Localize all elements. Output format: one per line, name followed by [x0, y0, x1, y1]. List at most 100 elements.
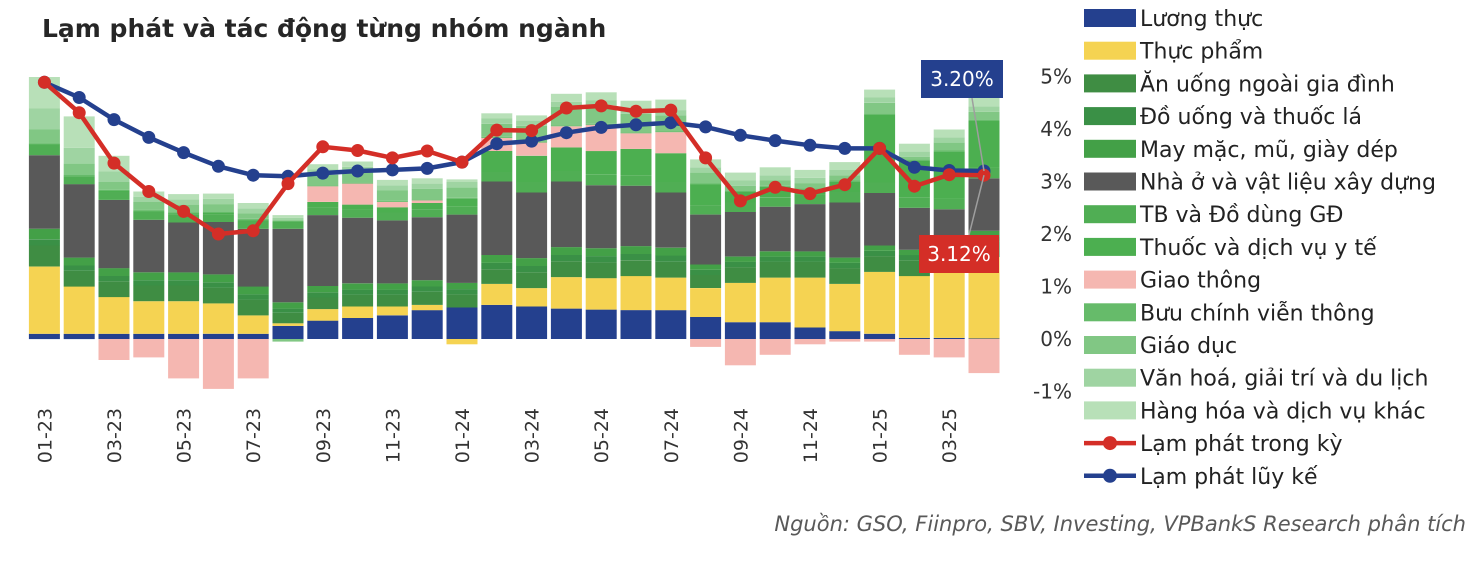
y-tick-label: 2%	[1040, 222, 1072, 246]
bar-segment	[202, 193, 234, 199]
series-point	[664, 116, 678, 130]
series-point	[351, 144, 365, 157]
bar-segment	[202, 204, 234, 212]
legend-label: Giao thông	[1140, 269, 1261, 294]
bar-segment	[690, 288, 722, 317]
series-point	[385, 163, 399, 177]
bar-segment	[829, 169, 861, 176]
series-point	[559, 126, 573, 140]
bar-segment	[620, 148, 652, 176]
bar-segment	[411, 203, 443, 210]
bar-segment	[655, 182, 687, 193]
series-point	[838, 141, 852, 155]
bar-segment	[202, 287, 234, 304]
bar-segment	[168, 214, 200, 223]
x-tick-label: 03-24	[522, 408, 544, 463]
y-tick-label: 1%	[1040, 275, 1072, 299]
bar-segment	[237, 294, 269, 300]
bar-segment	[864, 102, 896, 114]
bars-layer	[28, 77, 1000, 389]
x-tick-label: 05-23	[174, 408, 196, 463]
bar-segment	[516, 182, 548, 193]
bar-segment	[98, 192, 130, 200]
series-point	[768, 180, 782, 194]
bar-segment	[411, 183, 443, 189]
bar-segment	[98, 182, 130, 190]
bar-segment	[864, 113, 896, 115]
bar-segment	[620, 132, 652, 134]
legend-label: Lạm phát lũy kế	[1140, 465, 1318, 490]
legend-swatch	[1084, 139, 1136, 158]
bar-segment	[481, 283, 513, 305]
bar-segment	[376, 306, 408, 316]
series-point	[768, 134, 782, 148]
bar-segment	[63, 333, 95, 340]
bar-segment	[342, 182, 374, 184]
bar-segment	[724, 190, 756, 192]
bar-segment	[690, 184, 722, 206]
bar-segment	[272, 221, 304, 223]
bar-segment	[655, 310, 687, 339]
bar-segment	[481, 255, 513, 263]
bar-segment	[446, 197, 478, 199]
legend-swatch	[1084, 9, 1136, 27]
legend-label: Hàng hóa và dịch vụ khác	[1140, 399, 1426, 424]
legend-swatch	[1084, 74, 1136, 93]
bar-segment	[898, 276, 930, 338]
bar-segment	[237, 203, 269, 209]
callout-leader	[968, 175, 985, 236]
callout-label: 3.12%	[927, 242, 991, 266]
bar-segment	[202, 333, 234, 340]
bar-segment	[133, 333, 165, 340]
series-point	[490, 123, 504, 137]
bar-segment	[307, 297, 339, 310]
bar-segment	[446, 206, 478, 215]
x-tick-label: 05-24	[591, 408, 613, 463]
bar-segment	[446, 198, 478, 207]
bar-segment	[28, 228, 60, 240]
bar-segment	[446, 294, 478, 308]
bar-segment	[759, 277, 791, 323]
bar-segment	[550, 181, 582, 248]
bar-segment	[585, 185, 617, 249]
bar-segment	[690, 339, 722, 347]
bar-segment	[272, 339, 304, 342]
bar-segment	[237, 208, 269, 214]
bar-segment	[829, 262, 861, 269]
bar-segment	[411, 280, 443, 287]
bar-segment	[28, 266, 60, 334]
bar-segment	[168, 285, 200, 302]
bar-segment	[307, 174, 339, 186]
bar-segment	[63, 270, 95, 287]
bar-segment	[272, 217, 304, 221]
bar-segment	[168, 272, 200, 281]
bar-segment	[411, 188, 443, 200]
bar-segment	[307, 320, 339, 339]
bar-segment	[864, 250, 896, 257]
bar-segment	[898, 197, 930, 208]
series-point	[142, 185, 156, 198]
bar-segment	[585, 105, 617, 124]
series-point	[594, 99, 608, 113]
bar-segment	[446, 214, 478, 283]
callout-box	[919, 235, 999, 273]
bar-segment	[550, 247, 582, 255]
legend-swatch	[1084, 107, 1136, 126]
series-point	[629, 104, 643, 118]
series-point	[281, 177, 295, 191]
bar-segment	[620, 100, 652, 109]
bar-segment	[759, 206, 791, 252]
bar-segment	[28, 239, 60, 246]
series-point	[177, 146, 191, 160]
bar-segment	[794, 204, 826, 252]
bar-segment	[446, 339, 478, 345]
bar-segment	[655, 247, 687, 256]
series-point	[838, 178, 852, 192]
bar-segment	[168, 222, 200, 273]
y-axis: 5% 4% 3% 2% 1% 0% -1%	[1033, 65, 1072, 404]
bar-segment	[516, 120, 548, 126]
bar-segment	[898, 339, 930, 355]
bar-segment	[411, 200, 443, 203]
bar-segment	[307, 186, 339, 202]
bar-segment	[133, 339, 165, 358]
